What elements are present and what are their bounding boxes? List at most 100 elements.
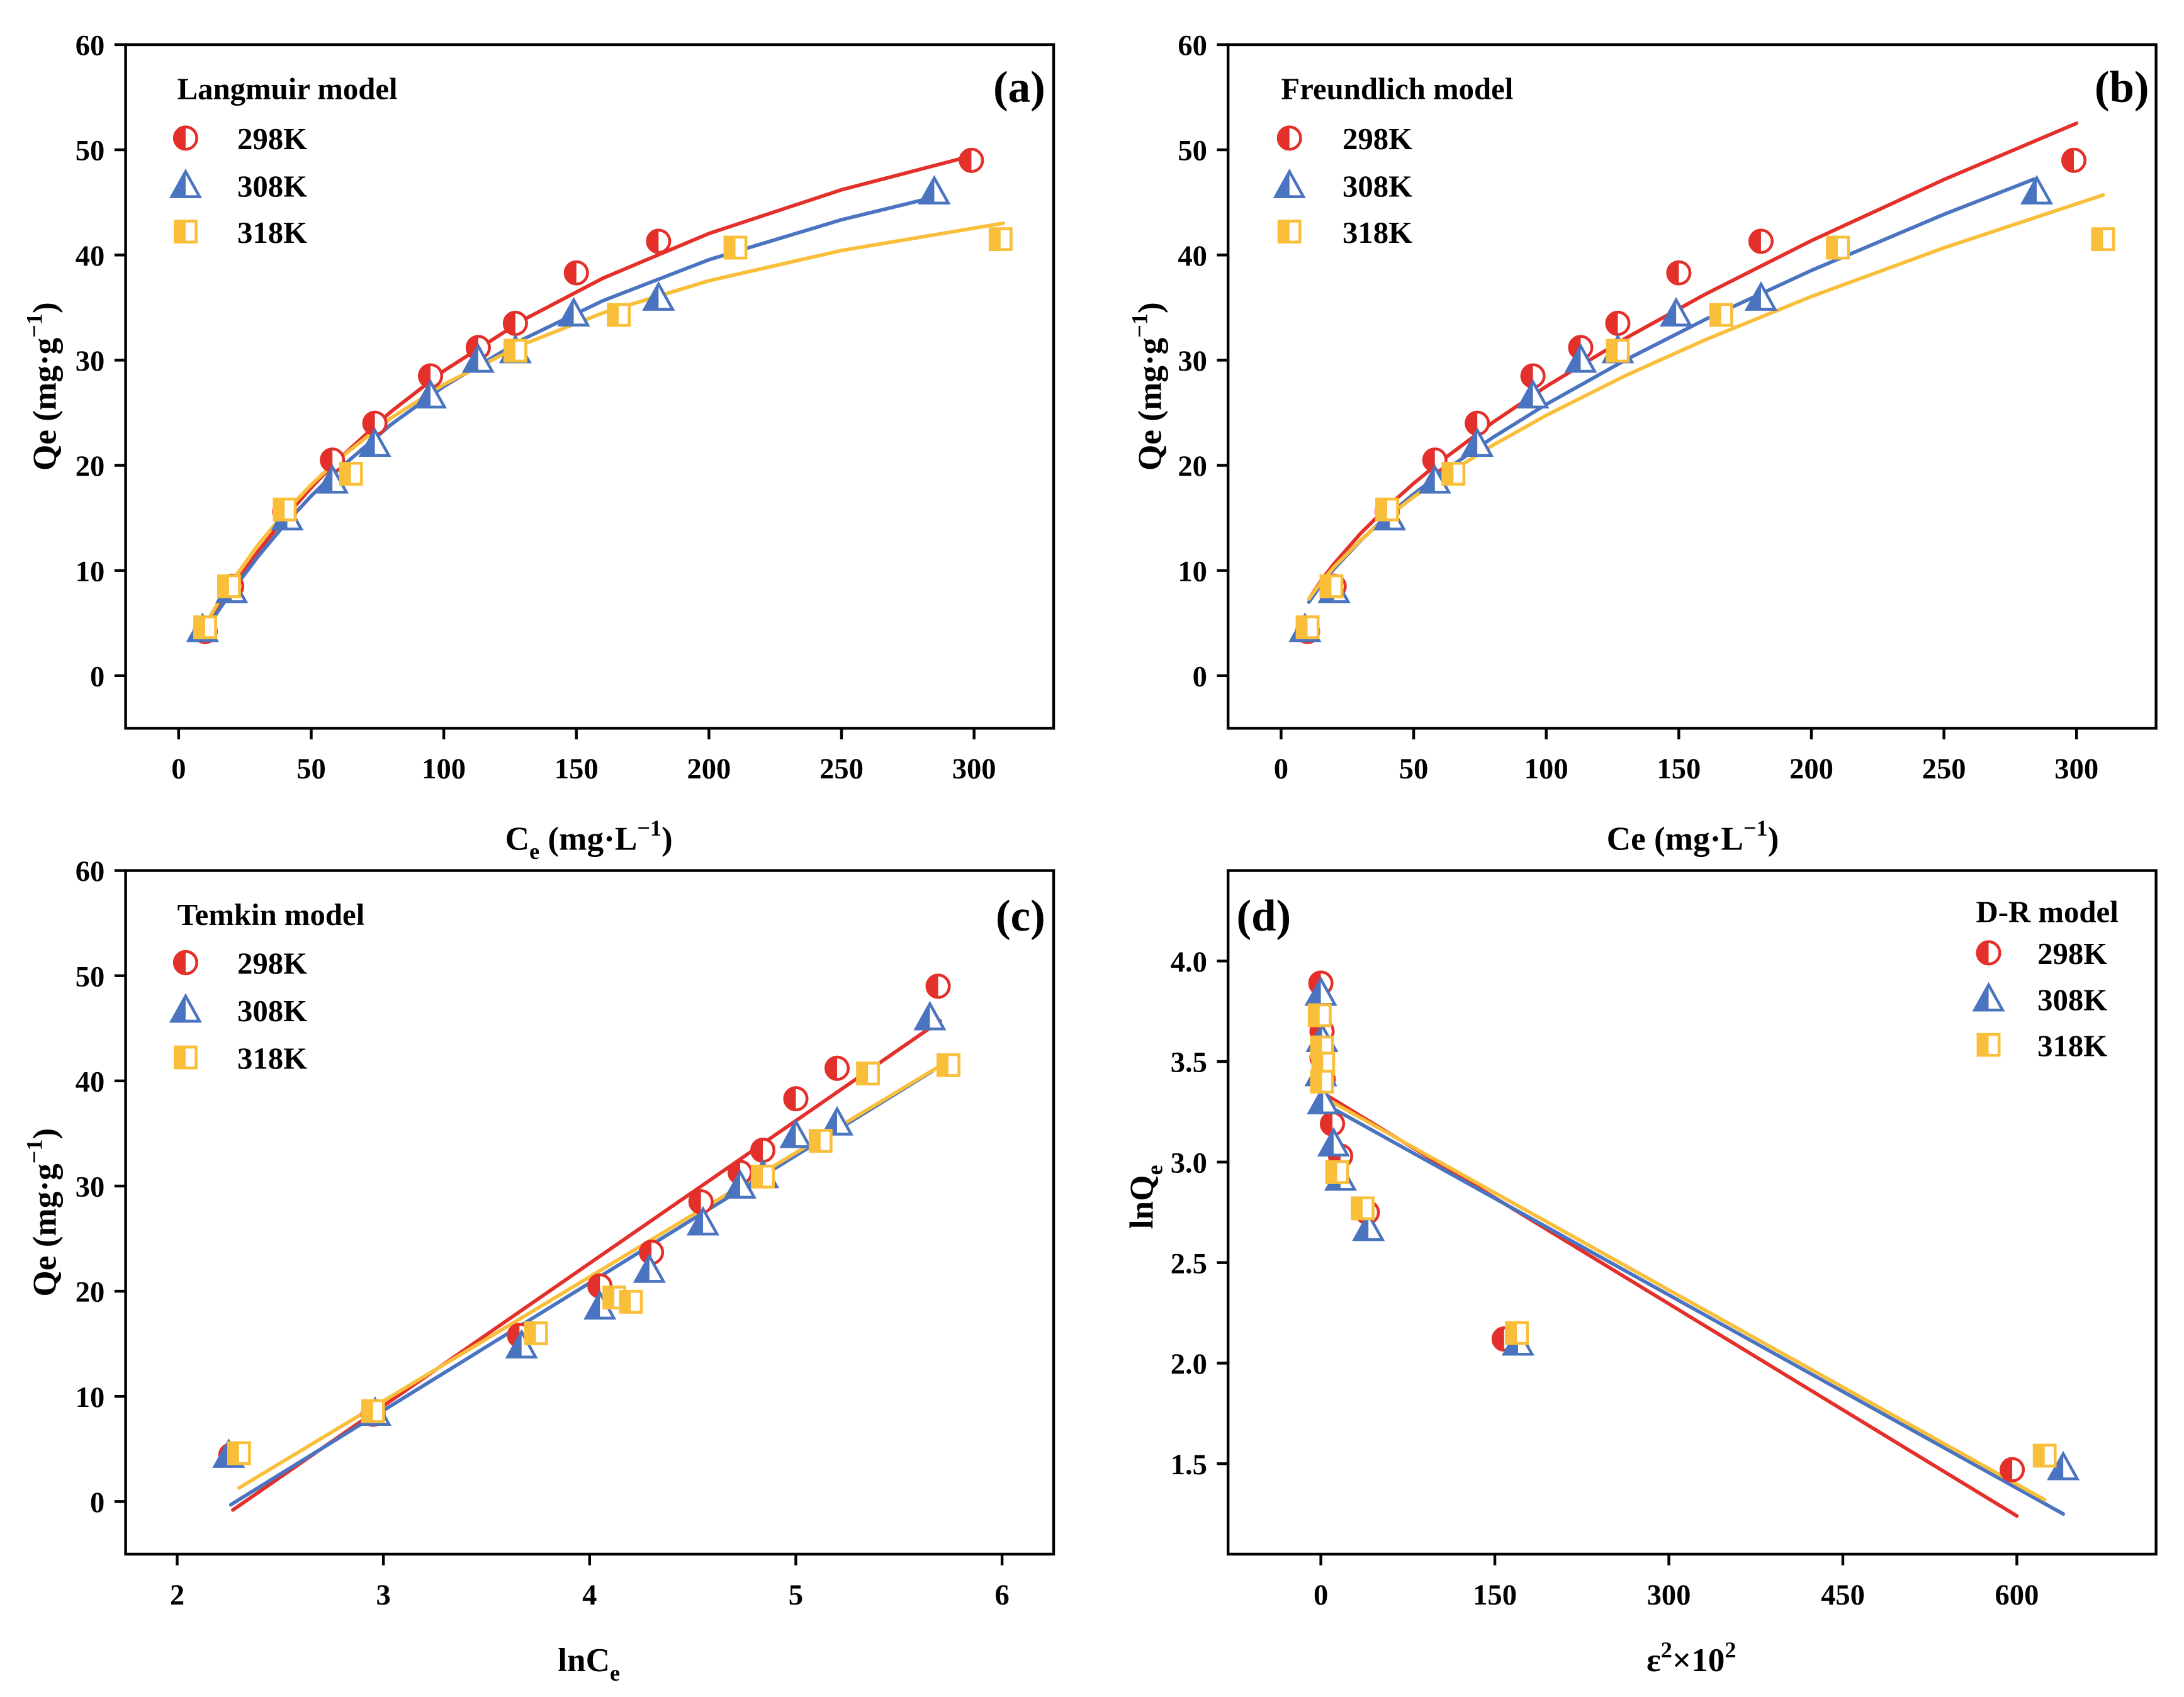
data-point-318k <box>1307 1003 1332 1028</box>
legend-marker-318k <box>174 1045 198 1070</box>
data-point-318k <box>808 1129 833 1153</box>
data-point-318k <box>227 1441 251 1465</box>
data-point-318k <box>856 1061 880 1085</box>
legend-entry-308k: 308K <box>169 169 307 204</box>
x-axis-label: lnCe <box>558 1642 620 1686</box>
panel-d: 0 150 300 450 6001.52.02.53.03.54.0ε2×102lnQ… <box>1123 869 2158 1679</box>
data-point-308k <box>1564 343 1597 373</box>
series-318k <box>1295 227 2115 639</box>
x-tick-label: 250 <box>819 753 864 785</box>
legend-marker-308k <box>1972 982 2005 1012</box>
y-tick-label: 50 <box>76 135 105 167</box>
x-tick-label: 250 <box>1922 753 1966 785</box>
legend-label: 298K <box>237 122 307 156</box>
data-point-318k <box>751 1165 775 1189</box>
x-tick-label: 300 <box>952 753 996 785</box>
x-tick-label: 100 <box>1524 753 1568 785</box>
data-point-308k <box>2020 175 2053 204</box>
x-axis-label-part: ) <box>1768 820 1779 857</box>
legend: D-R model 298K 308K 318K <box>1972 895 2119 1063</box>
series-298k <box>1308 970 2025 1482</box>
y-axis-label-part: Qe (mg·g <box>1132 337 1169 471</box>
plot-frame <box>1226 869 2158 1556</box>
legend-entry-318k: 318K <box>174 1041 307 1075</box>
data-point-318k <box>2091 227 2115 252</box>
data-point-318k <box>217 574 241 598</box>
panel-label: (a) <box>993 63 1045 112</box>
legend-label: 318K <box>237 1041 307 1075</box>
y-tick-label: 30 <box>76 1172 105 1204</box>
data-point-298k <box>2000 1457 2025 1482</box>
data-point-298k <box>925 973 951 999</box>
x-tick-label: 150 <box>1657 753 1701 785</box>
y-tick-label: 20 <box>76 1277 105 1309</box>
legend-label: 308K <box>2037 983 2107 1017</box>
data-point-308k <box>724 1169 757 1199</box>
data-point-298k <box>1605 310 1631 336</box>
data-point-318k <box>524 1321 548 1345</box>
plot-frame <box>124 43 1055 730</box>
series-318k <box>1307 1003 2057 1468</box>
plot-frame <box>1226 43 2158 730</box>
data-point-318k <box>607 303 631 327</box>
y-axis-label-part: −1 <box>21 313 47 338</box>
x-tick-label: 300 <box>1647 1579 1691 1611</box>
legend-marker-308k <box>1273 169 1306 198</box>
data-point-318k <box>988 227 1013 252</box>
y-tick-label: 2.5 <box>1171 1248 1207 1280</box>
x-axis-label-part: ) <box>661 820 673 857</box>
panel-label: (c) <box>996 892 1045 941</box>
y-axis-label-part: ) <box>26 1128 64 1140</box>
x-tick-label: 50 <box>296 753 326 785</box>
x-tick-label: 6 <box>994 1579 1009 1611</box>
x-axis-label-part: e <box>529 839 539 864</box>
data-point-318k <box>1310 1070 1334 1094</box>
data-point-298k <box>750 1138 775 1163</box>
y-tick-label: 50 <box>76 961 105 993</box>
data-point-308k <box>358 427 391 457</box>
legend-entry-318k: 318K <box>1277 216 1412 250</box>
data-point-298k <box>502 310 528 336</box>
data-point-318k <box>1826 235 1850 260</box>
y-axis-label: Qe (mg·g−1) <box>1127 302 1168 471</box>
legend-label: 308K <box>237 994 307 1028</box>
data-point-308k <box>1660 297 1693 327</box>
legend: Freundlich model 298K 308K 318K <box>1273 72 1513 250</box>
legend-marker-298k <box>172 949 198 975</box>
y-tick-label: 50 <box>1178 135 1207 167</box>
data-point-308k <box>1516 379 1550 409</box>
x-axis-label-part: lnC <box>558 1642 610 1679</box>
legend-label: 308K <box>1342 170 1412 204</box>
data-point-318k <box>1319 574 1344 598</box>
y-axis-label-part: Qe (mg·g <box>26 1163 64 1297</box>
x-tick-label: 50 <box>1399 753 1429 785</box>
data-point-298k <box>688 1189 714 1214</box>
x-tick-label: 150 <box>554 753 599 785</box>
legend-label: 298K <box>237 947 307 981</box>
data-point-318k <box>1295 615 1320 639</box>
y-tick-label: 1.5 <box>1171 1449 1207 1481</box>
series-298k <box>1295 147 2086 644</box>
data-point-308k <box>779 1118 813 1148</box>
y-tick-label: 20 <box>76 451 105 483</box>
x-tick-label: 100 <box>422 753 466 785</box>
x-axis-label: ε2×102 <box>1646 1637 1736 1679</box>
data-point-318k <box>1375 497 1399 522</box>
data-point-308k <box>1317 1127 1350 1157</box>
series-298k <box>193 147 984 644</box>
x-axis-label-part: (mg·L <box>539 820 637 857</box>
data-point-308k <box>414 379 447 409</box>
y-axis-label-part: Qe (mg·g <box>26 337 64 471</box>
x-axis-label: Ce (mg·L−1) <box>505 815 673 864</box>
legend-title: Temkin model <box>177 898 365 932</box>
legend-marker-318k <box>174 220 198 244</box>
x-tick-label: 300 <box>2054 753 2098 785</box>
y-tick-label: 2.0 <box>1171 1348 1207 1381</box>
x-axis-label-part: C <box>505 820 529 857</box>
data-point-308k <box>642 281 675 311</box>
data-point-308k <box>1352 1211 1385 1241</box>
y-tick-label: 4.0 <box>1171 946 1207 978</box>
